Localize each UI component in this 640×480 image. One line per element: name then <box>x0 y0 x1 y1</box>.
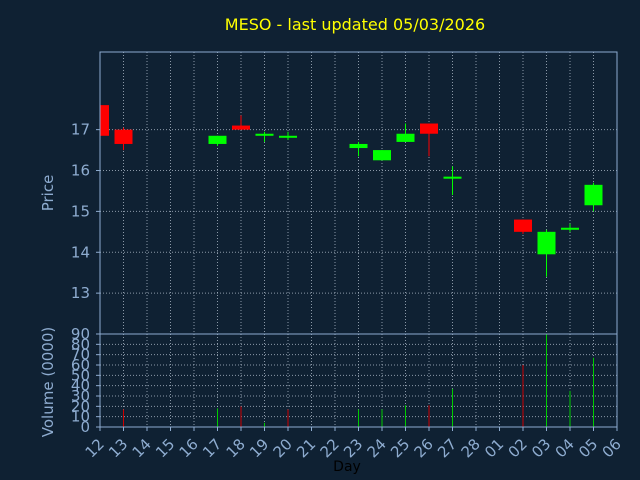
candlestick <box>396 123 415 142</box>
volume-tick-label: 40 <box>71 377 90 395</box>
candle-body <box>537 231 556 255</box>
chart-title: MESO - last updated 05/03/2026 <box>225 15 485 34</box>
candle-body <box>114 129 133 144</box>
price-tick-label: 14 <box>71 243 90 261</box>
volume-tick-label: 50 <box>71 366 90 384</box>
candlestick <box>420 123 438 157</box>
candle-body <box>584 184 603 206</box>
volume-y-axis-label: Volume (0000) <box>39 327 57 437</box>
candlestick <box>114 127 133 151</box>
candle-body <box>373 150 391 161</box>
volume-tick-label: 10 <box>71 408 90 426</box>
volume-tick-label: 80 <box>71 335 90 353</box>
candlestick <box>584 182 603 212</box>
volume-tick-label: 30 <box>71 387 90 405</box>
price-tick-label: 16 <box>71 162 90 180</box>
candle-body <box>232 125 250 130</box>
volume-tick-label: 0 <box>80 418 90 436</box>
price-panel: 13 14 15 16 17 Price <box>39 51 618 335</box>
volume-grid <box>100 333 617 428</box>
candlestick <box>373 150 391 161</box>
candle-body <box>514 219 532 232</box>
candlestick <box>443 166 462 196</box>
candlestick <box>232 115 250 130</box>
candlestick <box>279 131 297 140</box>
volume-tick-label: 20 <box>71 397 90 415</box>
price-tick-label: 17 <box>71 121 90 139</box>
candle-body <box>443 176 462 179</box>
candlestick <box>99 105 109 136</box>
candlestick <box>255 131 274 142</box>
candle-body <box>100 105 109 136</box>
price-y-axis-label: Price <box>39 175 57 212</box>
volume-tick-label: 70 <box>71 346 90 364</box>
candle-body <box>420 123 438 134</box>
candle-body <box>396 133 415 142</box>
volume-tick-label: 60 <box>71 356 90 374</box>
candle-body <box>561 227 579 230</box>
candlestick <box>349 141 368 157</box>
price-candles <box>99 105 603 277</box>
price-y-ticks: 13 14 15 16 17 <box>71 121 100 302</box>
candle-body <box>208 135 227 144</box>
price-tick-label: 15 <box>71 202 90 220</box>
candlestick <box>537 229 556 277</box>
price-tick-label: 13 <box>71 284 90 302</box>
volume-bars <box>123 334 594 427</box>
candle-body <box>279 135 297 138</box>
candlestick <box>208 135 227 146</box>
x-axis-label: Day <box>333 459 361 475</box>
candlestick <box>561 223 579 232</box>
volume-tick-label: 90 <box>71 325 90 343</box>
candle-body <box>349 143 368 149</box>
candlestick <box>514 219 532 234</box>
candle-body <box>255 133 274 136</box>
